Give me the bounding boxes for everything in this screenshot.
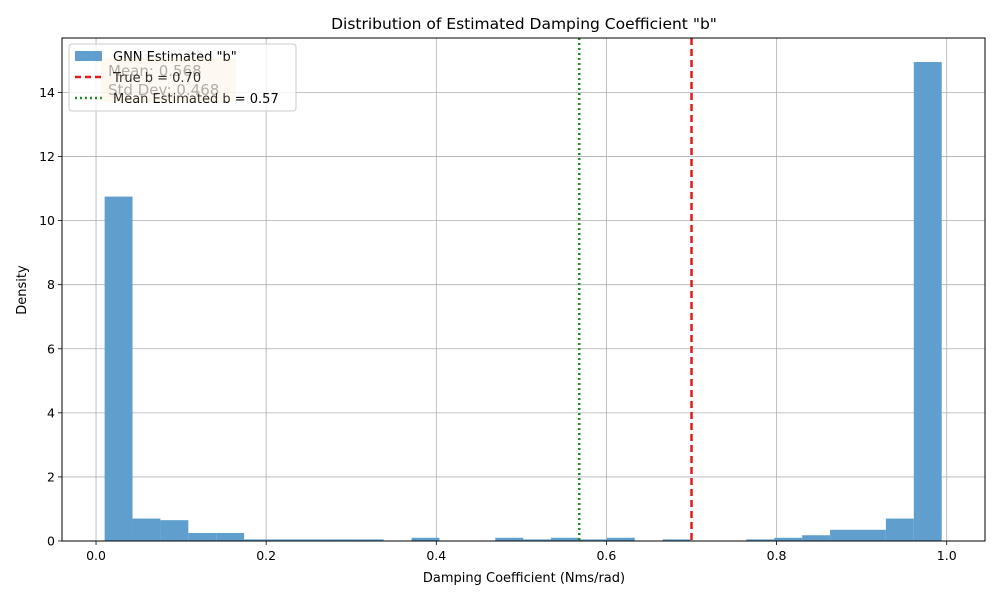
histogram-bar <box>244 539 273 541</box>
x-axis-ticks: 0.0 0.2 0.4 0.6 0.8 1.0 <box>86 541 957 563</box>
reference-lines <box>577 38 693 541</box>
histogram-bar <box>523 539 552 541</box>
legend-swatch-histogram <box>75 51 102 61</box>
y-tick-label: 2 <box>47 469 55 484</box>
histogram-bar <box>188 532 217 541</box>
y-tick-label: 0 <box>47 534 55 549</box>
y-tick-label: 14 <box>39 85 55 100</box>
histogram-bar <box>551 537 579 541</box>
y-axis-label: Density <box>15 265 30 315</box>
x-tick-label: 0.0 <box>86 548 106 563</box>
histogram-bar <box>104 196 133 541</box>
stats-std: Std Dev: 0.468 <box>108 81 219 99</box>
legend: GNN Estimated "b" True b = 0.70 Mean Est… <box>68 43 297 112</box>
x-tick-label: 0.4 <box>426 548 446 563</box>
x-axis-label: Damping Coefficient (Nms/rad) <box>423 571 625 586</box>
histogram-bar <box>299 539 328 541</box>
histogram-bar <box>857 529 886 541</box>
y-tick-label: 6 <box>47 341 55 356</box>
grid-lines <box>62 38 985 542</box>
chart-title: Distribution of Estimated Damping Coeffi… <box>331 15 717 33</box>
legend-label-true-b: True b = 0.70 <box>112 71 201 86</box>
histogram-bar <box>411 537 440 541</box>
stats-mean: Mean: 0.568 <box>108 62 202 80</box>
histogram-bar <box>272 539 300 541</box>
histogram-bar <box>746 539 775 541</box>
histogram-bar <box>578 539 607 541</box>
histogram-bar <box>495 537 524 541</box>
x-tick-label: 0.2 <box>256 548 276 563</box>
legend-label-mean-b: Mean Estimated b = 0.57 <box>113 92 279 107</box>
histogram-bar <box>662 539 691 541</box>
y-axis-ticks: 0 2 4 6 8 10 12 14 <box>39 85 62 549</box>
histogram-bar <box>355 539 384 541</box>
x-tick-label: 1.0 <box>937 548 957 563</box>
histogram-bar <box>606 537 635 541</box>
histogram-bar <box>160 520 189 541</box>
y-tick-label: 4 <box>47 405 55 420</box>
y-tick-label: 8 <box>47 277 55 292</box>
histogram-bar <box>830 529 858 541</box>
histogram-bars <box>104 62 942 542</box>
histogram-bar <box>885 518 914 541</box>
plot-area-frame <box>61 37 986 542</box>
x-tick-label: 0.6 <box>596 548 616 563</box>
stats-box <box>101 58 236 102</box>
histogram-bar <box>327 539 356 541</box>
histogram-bar <box>802 535 831 541</box>
x-tick-label: 0.8 <box>767 548 787 563</box>
legend-label-histogram: GNN Estimated "b" <box>113 50 237 65</box>
histogram-bar <box>216 532 245 541</box>
y-tick-label: 10 <box>39 213 55 228</box>
legend-box <box>68 43 297 112</box>
histogram-bar <box>132 518 161 541</box>
y-tick-label: 12 <box>39 149 55 164</box>
histogram-bar <box>774 537 803 541</box>
histogram-bar <box>913 62 942 542</box>
